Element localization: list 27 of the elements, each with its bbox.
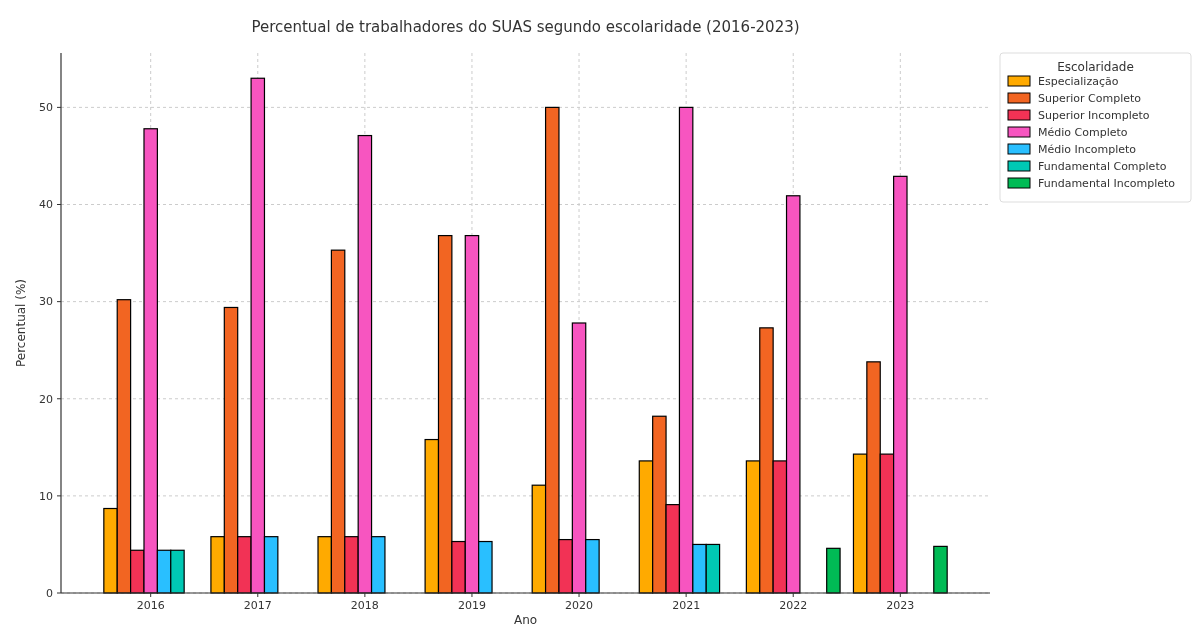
- x-tick-label: 2017: [243, 599, 272, 612]
- bar: [826, 547, 841, 594]
- legend-label: Especialização: [1038, 75, 1119, 88]
- legend-label: Fundamental Completo: [1038, 160, 1167, 173]
- x-tick-label: 2023: [886, 599, 915, 612]
- chart-title: Percentual de trabalhadores do SUAS segundo escolaridade (2016-2023): [251, 18, 800, 36]
- legend-label: Médio Completo: [1038, 126, 1128, 139]
- legend-label: Superior Completo: [1038, 92, 1142, 105]
- x-tick-label: 2021: [672, 599, 701, 612]
- x-tick-label: 2018: [350, 599, 379, 612]
- x-tick-label: 2016: [136, 599, 165, 612]
- y-tick-label: 50: [39, 101, 53, 115]
- y-tick-label: 0: [46, 586, 53, 600]
- x-axis-title: Ano: [513, 613, 538, 627]
- y-tick-label: 30: [39, 295, 53, 309]
- legend-label: Médio Incompleto: [1038, 143, 1137, 156]
- y-tick-label: 40: [39, 198, 53, 212]
- x-tick-label: 2022: [779, 599, 808, 612]
- y-tick-label: 10: [39, 489, 53, 503]
- legend-title: Escolaridade: [1057, 60, 1134, 74]
- legend-label: Superior Incompleto: [1038, 109, 1150, 122]
- bar: [933, 545, 948, 594]
- y-axis-title: Percentual (%): [14, 278, 28, 368]
- legend-label: Fundamental Incompleto: [1038, 177, 1176, 190]
- x-tick-label: 2019: [457, 599, 486, 612]
- x-tick-label: 2020: [565, 599, 594, 612]
- y-tick-label: 20: [39, 392, 53, 406]
